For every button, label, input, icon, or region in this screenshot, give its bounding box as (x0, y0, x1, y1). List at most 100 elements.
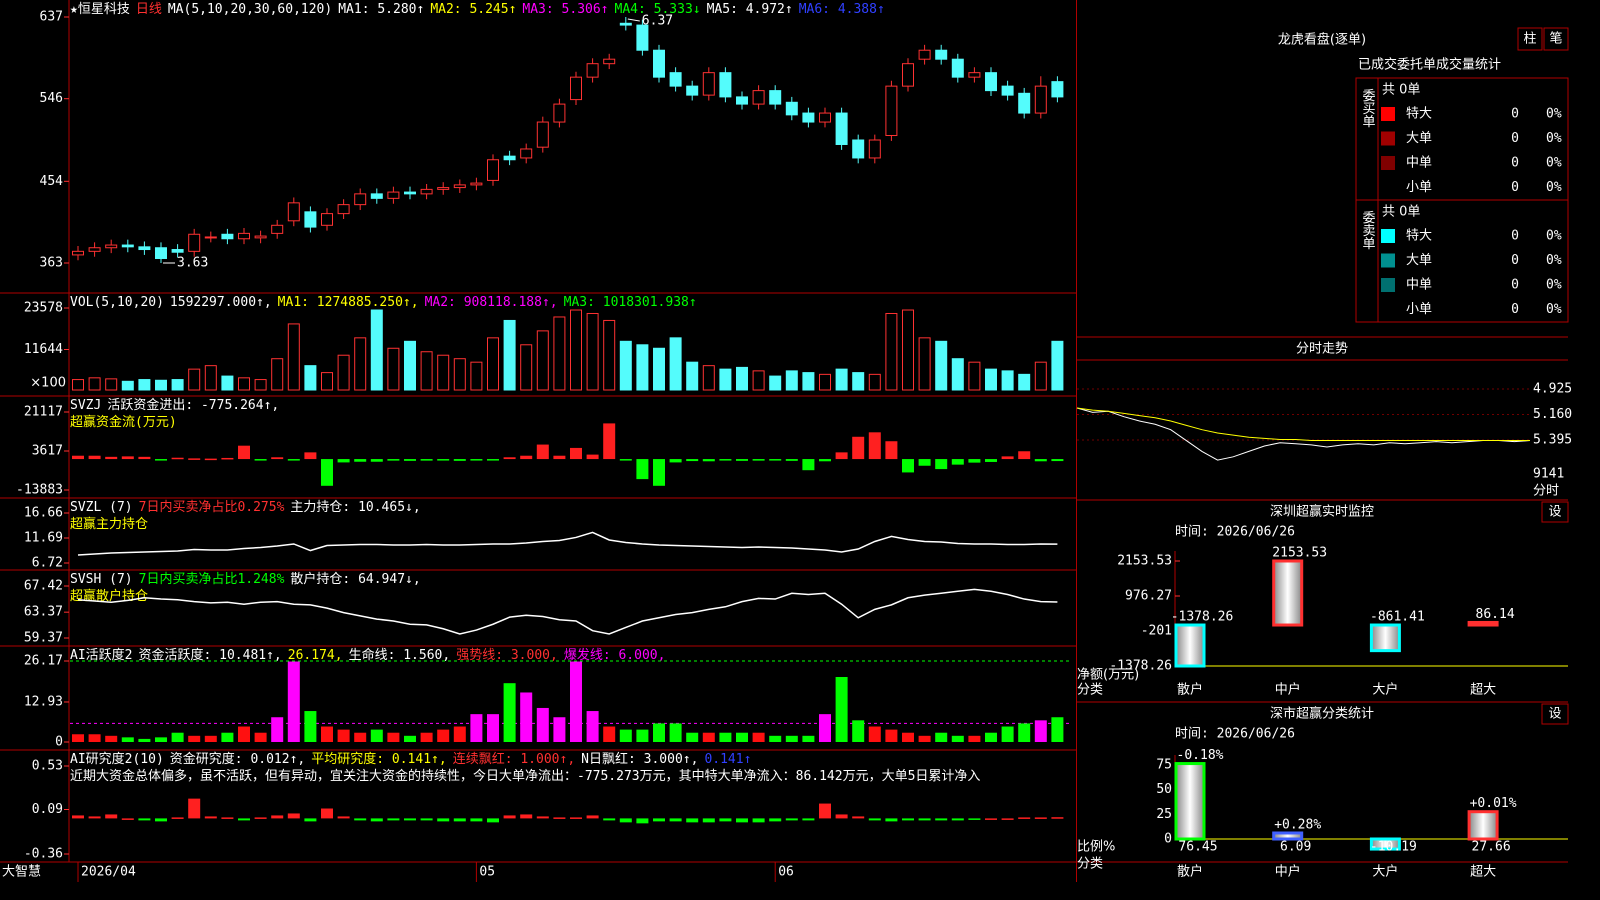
group-label-text: 委卖单 (1360, 211, 1376, 250)
volume-bar (487, 337, 499, 391)
volume-bar (553, 316, 566, 391)
header-segment: MA2: 5.245↑ (430, 2, 516, 17)
indicator-bar (736, 459, 748, 461)
indicator-bar (553, 817, 566, 819)
activity-bar (719, 732, 732, 742)
candle-body (736, 96, 748, 105)
row-name: 大单 (1406, 253, 1432, 268)
activity-bar (254, 732, 267, 742)
indicator-bar (1051, 817, 1064, 819)
header-segment: 连续飘红: 1.000↑, (453, 751, 575, 767)
group-label: 委买单 (1360, 89, 1376, 128)
indicator-bar (935, 459, 948, 470)
x-tick-label: 散户 (1177, 864, 1203, 880)
indicator-bar (470, 459, 483, 461)
indicator-bar (354, 459, 367, 462)
bar (1369, 623, 1401, 653)
volume-bar (171, 379, 184, 391)
bar (1369, 837, 1401, 851)
indicator-bar (669, 818, 682, 822)
header-segment: 爆发线: 6.000, (564, 647, 666, 663)
settings-button[interactable]: 设 (1548, 505, 1561, 520)
indicator-bar (918, 818, 931, 821)
header-segment: MA5: 4.972↑ (707, 2, 793, 17)
y-tick-label: 11.69 (24, 531, 63, 546)
panel-header: SVZL (7) 7日内买卖净占比0.275% 主力持仓: 10.465↓, (70, 499, 421, 515)
volume-bar (1051, 340, 1064, 391)
header-segment: AI研究度2(10) (70, 751, 164, 767)
indicator-bar (802, 818, 815, 821)
candle-body (487, 159, 499, 181)
panel-header: VOL(5,10,20) 1592297.000↑, MA1: 1274885.25… (70, 295, 697, 310)
candle-body (752, 90, 765, 105)
panel-header: AI活跃度2 资金活跃度: 10.481↑, 26.174, 生命线: 1.560, 强… (70, 647, 665, 663)
row-pct: 0% (1546, 278, 1562, 293)
indicator-bar (752, 459, 765, 461)
panel-heading: 已成交委托单成交量统计 (1358, 57, 1501, 73)
row-pct: 0% (1546, 229, 1562, 244)
indicator-bar (487, 818, 499, 823)
group-total: 共 0单 (1382, 205, 1420, 220)
y-tick-label: -1378.26 (1109, 659, 1172, 674)
header-segment: 主力持仓: 10.465↓, (290, 500, 420, 515)
indicator-bar (121, 456, 134, 460)
candle-body (138, 246, 151, 251)
indicator-bar (586, 815, 599, 819)
volume-bar (702, 365, 715, 391)
activity-bar (669, 723, 682, 742)
change-label: -0.18% (1177, 748, 1224, 763)
header-segment: ★恒星科技 (70, 2, 130, 17)
y-tick-label: 59.37 (24, 631, 63, 646)
activity-bar (951, 735, 964, 742)
header-segment: 生命线: 1.560, (349, 647, 451, 663)
volume-bar (271, 358, 284, 391)
y-tick-label: 75 (1156, 758, 1172, 773)
candle-body (287, 202, 300, 222)
volume-bar (188, 368, 201, 391)
indicator-bar (453, 459, 466, 461)
activity-bar (238, 726, 250, 742)
header-segment: 平均研究度: 0.141↑, (311, 751, 446, 767)
view-button[interactable]: 笔 (1549, 31, 1562, 47)
high-note: 6.37 (642, 14, 673, 29)
volume-bar (287, 323, 300, 391)
activity-bar (785, 735, 798, 742)
volume-bar (437, 354, 450, 391)
row-pct: 0% (1546, 107, 1562, 122)
volume-bar (785, 370, 798, 391)
candle-body (819, 112, 831, 123)
indicator-bar (603, 818, 616, 821)
activity-bar (686, 732, 699, 742)
candle-body (503, 155, 516, 161)
view-button[interactable]: 柱 (1523, 32, 1536, 47)
indicator-bar (536, 816, 549, 819)
indicator-bar (121, 818, 134, 820)
activity-bar (72, 734, 84, 742)
activity-bar (736, 732, 748, 742)
indicator-bar (868, 818, 881, 821)
indicator-bar (819, 459, 831, 462)
activity-bar (1034, 720, 1047, 742)
indicator-bar (503, 815, 516, 819)
candle-body (902, 63, 914, 87)
panel-title: 深市超赢分类统计 (1270, 706, 1374, 722)
unit-label: ×100 (30, 376, 66, 391)
volume-bar (321, 372, 333, 391)
candle-body (188, 233, 201, 252)
bar (1272, 559, 1304, 627)
indicator-bar (636, 459, 649, 480)
row-name: 中单 (1406, 156, 1432, 171)
bar (1467, 810, 1499, 841)
x-tick-label: 中户 (1275, 682, 1301, 698)
y-tick-label: 4.925 (1533, 382, 1572, 397)
row-name: 小单 (1406, 302, 1432, 317)
row-count: 0 (1511, 131, 1519, 146)
settings-button[interactable]: 设 (1548, 707, 1561, 722)
volume-bar (155, 379, 167, 391)
y-tick-label: 0.53 (32, 759, 63, 774)
indicator-bar (935, 818, 948, 821)
indicator-bar (802, 459, 815, 471)
panel-header: 近期大资金总体偏多，虽不活跃，但有异动，宜关注大资金的持续性，今日大单净流出：-… (70, 768, 980, 784)
header-segment: MA3: 1018301.938↑ (564, 295, 697, 310)
activity-bar (553, 717, 566, 742)
